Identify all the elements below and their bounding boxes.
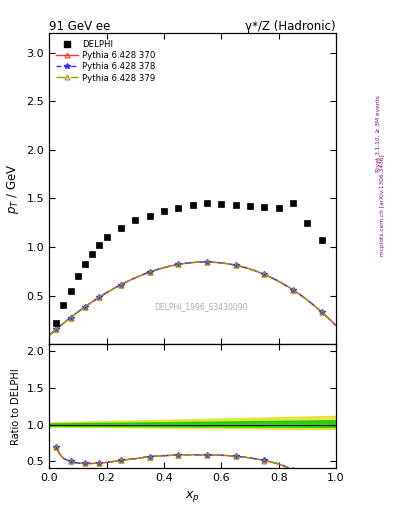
Text: 91 GeV ee: 91 GeV ee	[49, 20, 110, 33]
Y-axis label: Ratio to DELPHI: Ratio to DELPHI	[11, 368, 21, 444]
Legend: DELPHI, Pythia 6.428 370, Pythia 6.428 378, Pythia 6.428 379: DELPHI, Pythia 6.428 370, Pythia 6.428 3…	[53, 37, 158, 85]
Text: Rivet 3.1.10, ≥ 3M events: Rivet 3.1.10, ≥ 3M events	[376, 95, 380, 172]
X-axis label: $x_p$: $x_p$	[185, 489, 200, 504]
Text: γ*/Z (Hadronic): γ*/Z (Hadronic)	[245, 20, 336, 33]
Y-axis label: $p_T$ / GeV: $p_T$ / GeV	[5, 163, 21, 214]
Text: DELPHI_1996_S3430090: DELPHI_1996_S3430090	[154, 302, 248, 311]
Text: mcplots.cern.ch [arXiv:1306.3436]: mcplots.cern.ch [arXiv:1306.3436]	[380, 154, 385, 255]
